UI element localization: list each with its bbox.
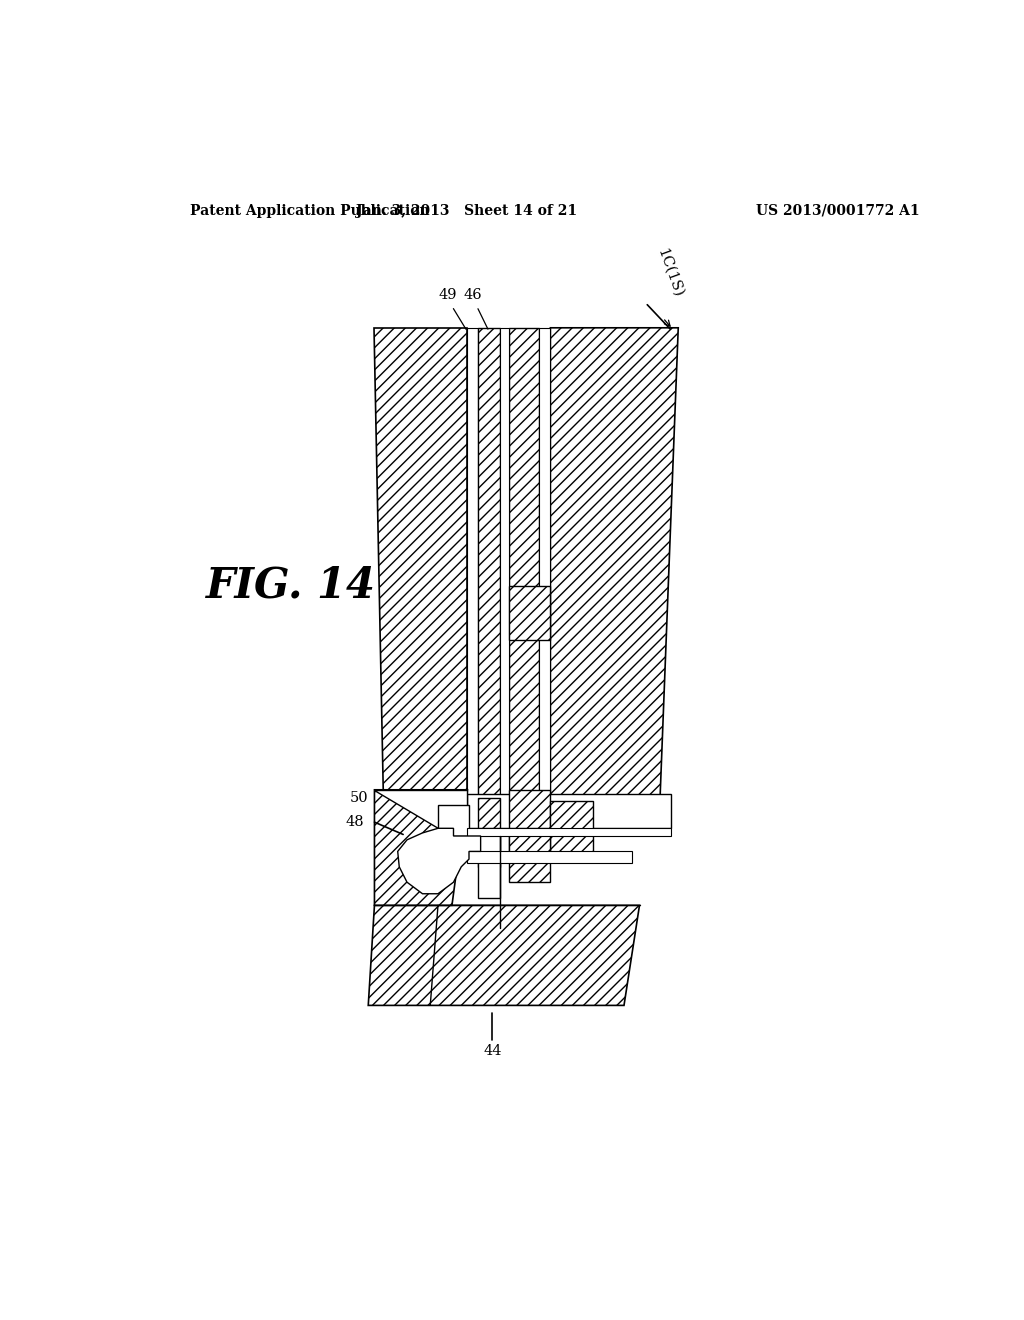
Polygon shape [397,829,480,894]
Polygon shape [550,327,678,829]
Bar [467,327,478,829]
Text: US 2013/0001772 A1: US 2013/0001772 A1 [756,203,920,218]
Bar [438,805,469,836]
Text: FIG. 14: FIG. 14 [206,565,376,607]
Text: 44: 44 [483,1044,502,1057]
Text: 50: 50 [349,791,369,804]
Text: 46: 46 [464,288,482,302]
Bar [467,851,632,863]
Bar [509,829,550,882]
Text: 48: 48 [346,816,365,829]
Bar [500,327,509,829]
Bar [478,797,500,867]
Polygon shape [375,789,467,829]
Text: 1C(1S): 1C(1S) [655,247,686,300]
Polygon shape [369,906,640,1006]
Text: Patent Application Publication: Patent Application Publication [190,203,430,218]
Text: Jan. 3, 2013   Sheet 14 of 21: Jan. 3, 2013 Sheet 14 of 21 [356,203,578,218]
Polygon shape [509,327,539,829]
Bar [478,829,500,898]
Bar [509,789,550,855]
Bar [539,327,550,829]
Polygon shape [375,327,467,829]
Bar [467,793,671,829]
Bar [550,801,593,855]
Polygon shape [375,789,467,906]
Text: 49: 49 [438,288,457,302]
Bar [478,327,500,829]
Bar [509,586,550,640]
Bar [467,829,671,836]
